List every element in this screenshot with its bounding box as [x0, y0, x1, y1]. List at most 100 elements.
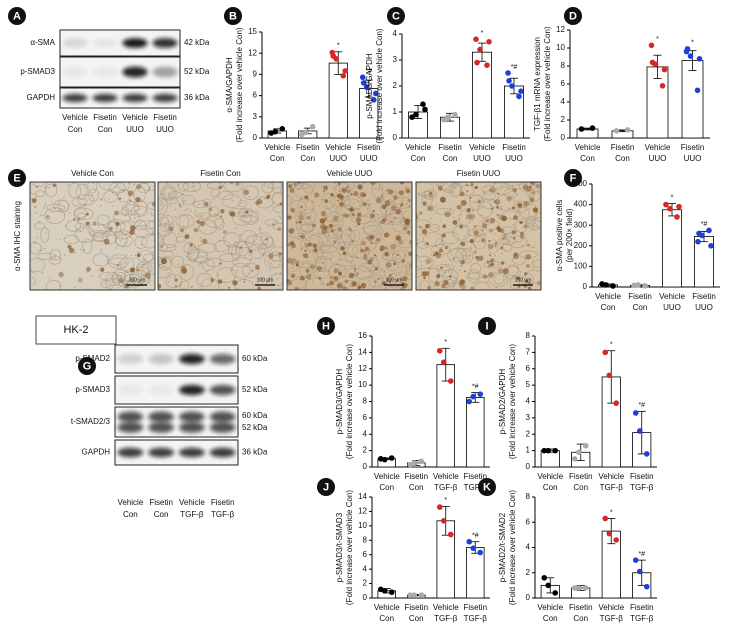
y-tick-label: 8 [363, 535, 368, 544]
nucleus [256, 264, 259, 266]
stain [148, 187, 151, 190]
y-axis-label: (Fold increase over vehicle Con) [508, 490, 517, 605]
nucleus [486, 259, 489, 261]
stain [45, 215, 50, 219]
stain [488, 243, 494, 250]
data-point [484, 62, 490, 68]
tubule [258, 242, 269, 255]
stain [465, 183, 469, 187]
nucleus [418, 192, 420, 195]
nucleus [98, 276, 100, 278]
nucleus [321, 241, 323, 243]
nucleus [116, 226, 118, 229]
nucleus [185, 183, 187, 185]
data-point [552, 590, 559, 596]
tubule [525, 218, 535, 228]
stain [265, 238, 268, 241]
stain [493, 200, 497, 204]
nucleus [362, 287, 365, 289]
tubule [287, 195, 293, 206]
significance-label: * [337, 43, 340, 50]
blot-band [178, 447, 205, 458]
stain [369, 241, 374, 245]
stain [429, 191, 432, 195]
stain [392, 195, 398, 200]
stain [129, 267, 135, 273]
stain [184, 234, 190, 240]
nucleus [408, 206, 410, 208]
stain [466, 208, 471, 213]
blot-band [209, 447, 236, 458]
nucleus [484, 275, 486, 278]
nucleus [151, 214, 153, 216]
tubule [442, 268, 459, 285]
nucleus [447, 271, 450, 273]
cell-line-label: HK-2 [63, 324, 88, 336]
nucleus [279, 272, 281, 274]
x-tick-label: Con [580, 154, 595, 163]
y-tick-label: 0 [393, 133, 398, 142]
data-point [505, 70, 511, 76]
data-point [509, 83, 515, 89]
nucleus [339, 254, 341, 256]
nucleus [277, 284, 279, 287]
data-point [447, 378, 454, 384]
panel-badge [224, 7, 242, 25]
nucleus [306, 224, 309, 226]
nucleus [100, 251, 102, 253]
nucleus [289, 187, 292, 190]
nucleus [338, 265, 340, 267]
nucleus [375, 188, 377, 190]
data-point [541, 447, 548, 454]
tubule [159, 214, 174, 227]
nucleus [100, 204, 102, 207]
data-point [411, 592, 418, 598]
data-point [696, 56, 703, 62]
nucleus [275, 220, 277, 223]
tubule [316, 251, 335, 260]
y-tick-label: 16 [358, 331, 367, 340]
tubule [498, 235, 508, 246]
nucleus [106, 226, 108, 229]
data-point [545, 447, 552, 454]
tubule [158, 249, 174, 259]
stain [461, 241, 466, 247]
nucleus [190, 286, 193, 289]
tubule [158, 199, 164, 211]
tubule [435, 264, 455, 271]
blot-band [209, 384, 236, 396]
stain [496, 225, 501, 231]
stain [459, 224, 464, 229]
nucleus [532, 261, 534, 263]
y-tick-label: 6 [561, 79, 566, 88]
tubule [503, 188, 517, 199]
nucleus [362, 227, 364, 229]
nucleus [92, 240, 94, 242]
data-point [516, 93, 522, 100]
x-tick-label: Fisetin [438, 143, 462, 152]
nucleus [276, 278, 279, 280]
nucleus [267, 184, 270, 186]
stain [329, 275, 334, 280]
stain [520, 231, 525, 236]
tubule [469, 194, 484, 211]
stain [100, 267, 105, 272]
nucleus [45, 232, 47, 235]
nucleus [483, 191, 485, 193]
data-point [309, 123, 316, 130]
tubule [416, 219, 432, 229]
nucleus [263, 198, 266, 200]
nucleus [469, 208, 472, 210]
blot-kda-label: 36 kDa [242, 448, 268, 457]
stain [494, 244, 497, 248]
stain [340, 194, 345, 199]
y-tick-label: 300 [574, 220, 588, 229]
stain [535, 183, 541, 189]
ihc-frame [286, 181, 413, 291]
panel-letter: J [323, 481, 329, 493]
tubule [521, 273, 534, 288]
stain [422, 201, 427, 206]
stain [292, 258, 296, 262]
y-tick-label: 1 [393, 107, 398, 116]
nucleus [112, 205, 115, 207]
